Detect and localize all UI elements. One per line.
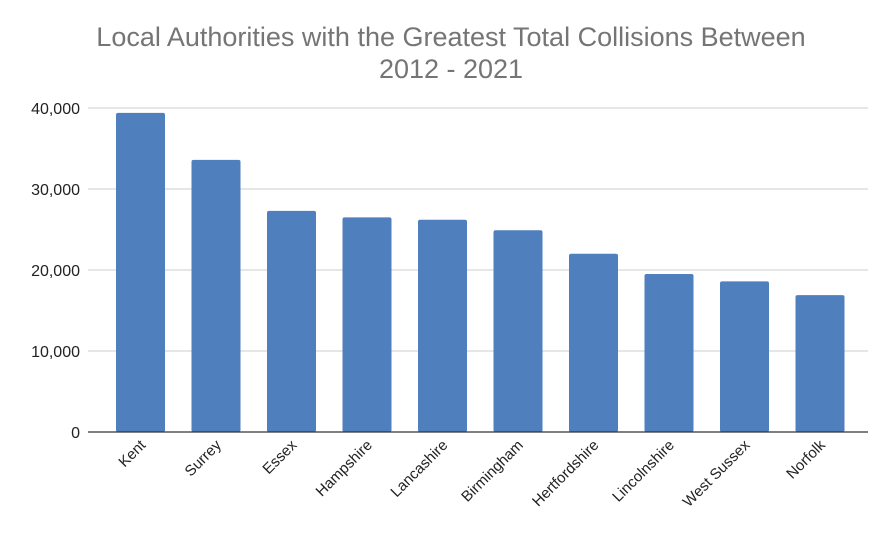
y-tick-label: 40,000 bbox=[31, 101, 80, 118]
y-tick-label: 0 bbox=[71, 425, 80, 442]
x-tick-label: Hertfordshire bbox=[529, 437, 602, 510]
bar-hertfordshire bbox=[569, 253, 618, 432]
chart-title-line-2: 2012 - 2021 bbox=[379, 54, 523, 84]
y-tick-label: 30,000 bbox=[31, 182, 80, 199]
y-tick-label: 10,000 bbox=[31, 344, 80, 361]
x-tick-label: Essex bbox=[259, 436, 300, 477]
x-tick-label: Lincolnshire bbox=[609, 437, 678, 506]
bar-norfolk bbox=[795, 295, 845, 432]
x-tick-label: Hampshire bbox=[313, 437, 376, 500]
bar-hampshire bbox=[342, 217, 392, 432]
x-tick-label: Surrey bbox=[182, 436, 226, 480]
x-tick-label: West Sussex bbox=[680, 436, 754, 510]
bar-birmingham bbox=[493, 230, 543, 432]
bar-kent bbox=[116, 112, 165, 433]
bar-west-sussex bbox=[720, 281, 769, 432]
bar-surrey bbox=[191, 159, 241, 432]
x-tick-label: Lancashire bbox=[387, 437, 451, 501]
x-tick-label: Kent bbox=[115, 436, 149, 470]
chart-title-line-1: Local Authorities with the Greatest Tota… bbox=[96, 22, 805, 52]
bar-lincolnshire bbox=[644, 274, 694, 432]
bar-essex bbox=[267, 210, 316, 432]
x-tick-label: Norfolk bbox=[783, 436, 829, 482]
x-tick-label: Birmingham bbox=[458, 437, 527, 506]
y-tick-label: 20,000 bbox=[31, 263, 80, 280]
bar-lancashire bbox=[418, 219, 467, 432]
